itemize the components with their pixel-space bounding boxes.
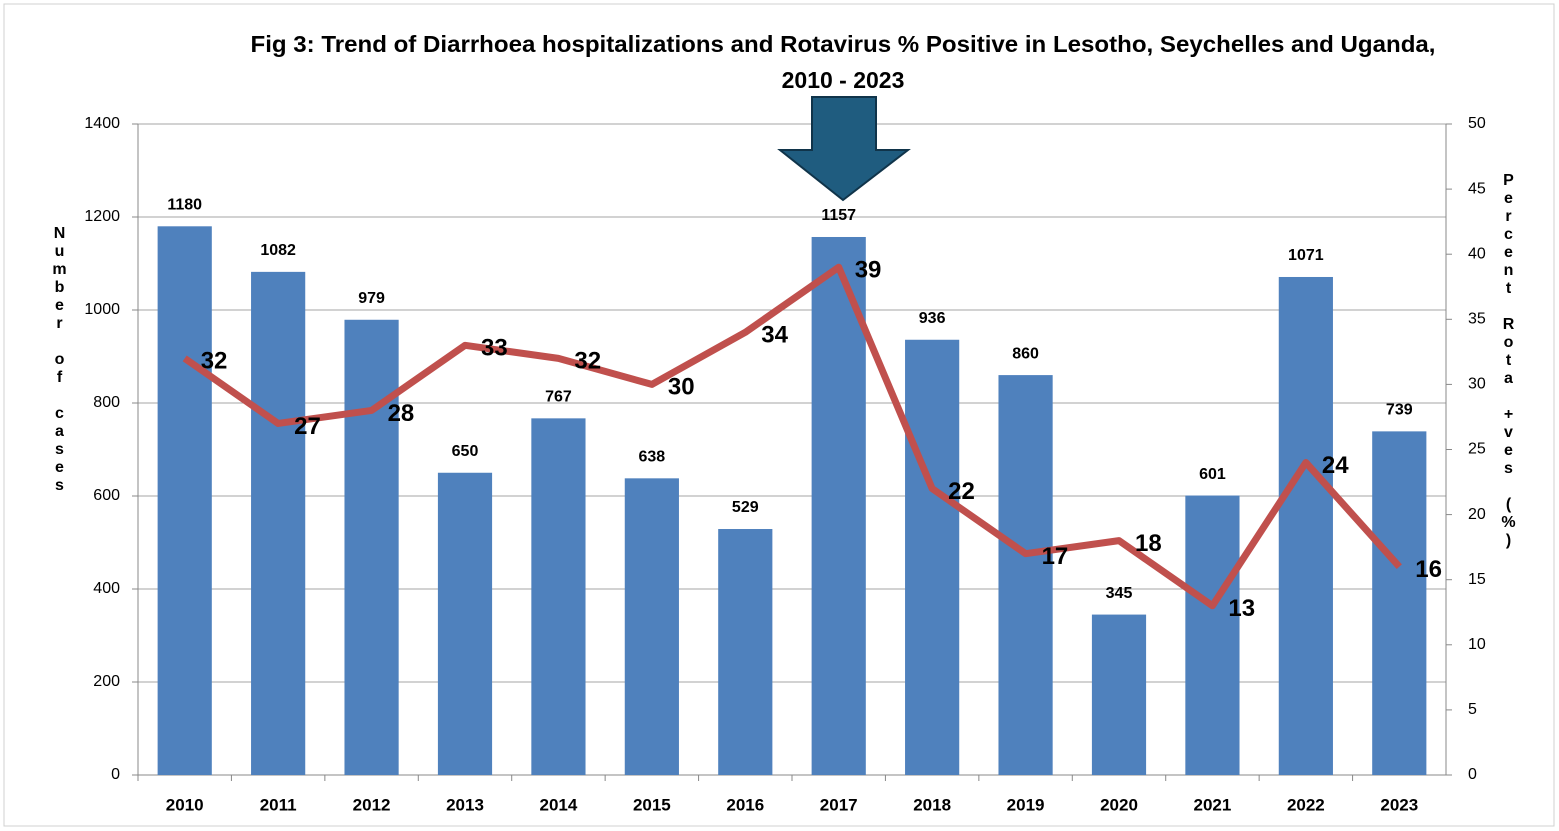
- x-tick-label: 2022: [1287, 795, 1325, 814]
- x-tick-label: 2012: [353, 795, 391, 814]
- bar: [1278, 276, 1333, 775]
- bar-label: 1180: [167, 197, 202, 214]
- y2-tick-label: 35: [1468, 311, 1486, 328]
- y2-axis-label: Percent Rota +ves (%): [1500, 172, 1517, 550]
- line-label: 24: [1322, 452, 1349, 479]
- x-tick-label: 2016: [726, 795, 764, 814]
- line-label: 17: [1042, 543, 1069, 570]
- bar-label: 1071: [1288, 247, 1324, 264]
- y2-tick-label: 25: [1468, 441, 1486, 458]
- y2-tick-label: 45: [1468, 180, 1486, 197]
- frame: [3, 3, 1555, 827]
- line-label: 13: [1228, 595, 1255, 622]
- line-label: 34: [761, 322, 788, 349]
- bar-label: 601: [1199, 466, 1226, 483]
- bar-label: 860: [1012, 345, 1039, 362]
- bar: [344, 319, 399, 775]
- x-tick-label: 2020: [1100, 795, 1138, 814]
- y2-tick-label: 50: [1468, 115, 1486, 132]
- line-label: 27: [294, 413, 321, 440]
- y-tick-label: 800: [93, 394, 120, 411]
- x-tick-label: 2010: [166, 795, 204, 814]
- bar-label: 979: [358, 290, 385, 307]
- bar: [624, 478, 679, 775]
- bar: [157, 226, 212, 776]
- bar-label: 345: [1106, 585, 1133, 602]
- bar-label: 936: [919, 310, 946, 327]
- y-axis-label: Number of cases: [51, 225, 68, 495]
- x-tick-label: 2023: [1380, 795, 1418, 814]
- y2-tick-label: 0: [1468, 766, 1477, 783]
- line-label: 18: [1135, 530, 1162, 557]
- y-tick-label: 600: [93, 487, 120, 504]
- bar: [437, 472, 493, 775]
- y2-tick-label: 10: [1468, 636, 1486, 653]
- bar: [998, 375, 1053, 775]
- x-tick-label: 2014: [540, 795, 578, 814]
- bar-label: 767: [545, 389, 572, 406]
- bar: [1091, 614, 1147, 775]
- bar-label: 638: [639, 449, 666, 466]
- y2-tick-label: 5: [1468, 701, 1477, 718]
- y2-tick-label: 20: [1468, 506, 1486, 523]
- line-label: 39: [855, 257, 882, 284]
- line-label: 33: [481, 335, 508, 362]
- bar-label: 739: [1386, 402, 1413, 419]
- bar: [905, 339, 960, 775]
- y-tick-label: 200: [93, 673, 120, 690]
- y2-tick-label: 40: [1468, 245, 1486, 262]
- bar-label: 650: [452, 443, 479, 460]
- x-tick-label: 2011: [260, 795, 297, 814]
- y2-tick-label: 30: [1468, 376, 1486, 393]
- bar-label: 1157: [821, 207, 856, 224]
- line-label: 22: [948, 478, 975, 505]
- bar: [1372, 431, 1427, 775]
- bar-label: 1082: [260, 242, 296, 259]
- line-label: 28: [388, 400, 415, 427]
- line-label: 30: [668, 374, 695, 401]
- arrow: [777, 96, 911, 202]
- bar: [251, 271, 306, 775]
- bar: [718, 529, 773, 775]
- line-label: 32: [201, 348, 228, 375]
- chart-title: 2010 - 2023: [782, 67, 905, 93]
- x-tick-label: 2017: [820, 795, 858, 814]
- y-tick-label: 1000: [84, 301, 120, 318]
- bar: [811, 236, 866, 775]
- line-label: 32: [574, 348, 601, 375]
- chart-title: Fig 3: Trend of Diarrhoea hospitalizatio…: [251, 31, 1436, 57]
- y-tick-label: 400: [93, 580, 120, 597]
- x-tick-label: 2019: [1007, 795, 1045, 814]
- bar: [531, 418, 586, 775]
- line-label: 16: [1415, 556, 1442, 583]
- x-tick-label: 2018: [913, 795, 951, 814]
- x-tick-label: 2013: [446, 795, 484, 814]
- line: [182, 263, 1402, 610]
- y2-tick-label: 15: [1468, 571, 1486, 588]
- bar-label: 529: [732, 499, 759, 516]
- y-tick-label: 1400: [84, 115, 120, 132]
- y-tick-label: 1200: [84, 208, 120, 225]
- x-tick-label: 2015: [633, 795, 671, 814]
- bar: [1185, 495, 1240, 775]
- x-tick-label: 2021: [1194, 795, 1232, 814]
- y-tick-label: 0: [111, 766, 120, 783]
